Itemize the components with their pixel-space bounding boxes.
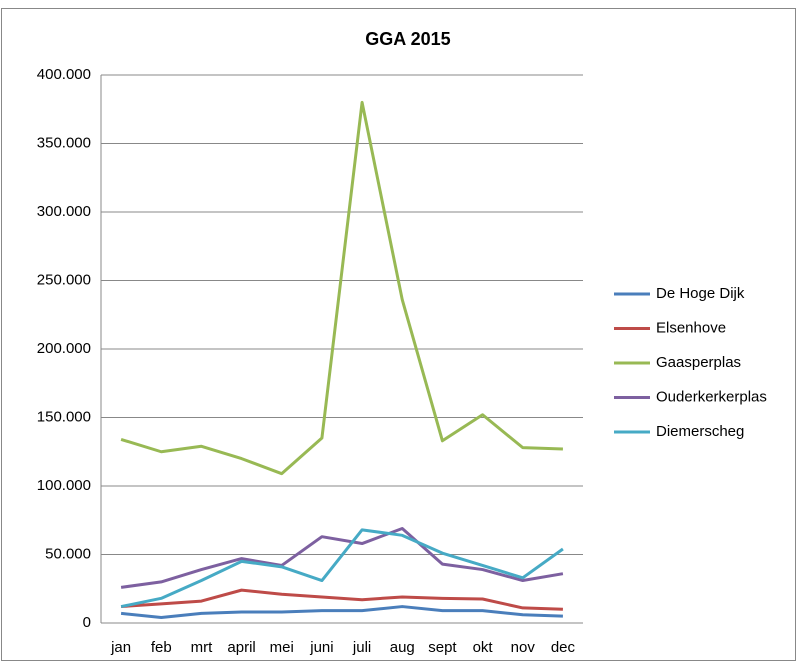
data-line [120,528,564,609]
x-tick-label: jan [110,639,131,656]
x-tick-label: feb [151,639,172,656]
x-tick-label: okt [473,639,494,656]
y-tick-label: 0 [83,614,91,631]
x-tick-label: aug [390,639,415,656]
x-tick-label: dec [551,639,576,656]
legend-label: Ouderkerkerplas [656,388,767,405]
legend-label: De Hoge Dijk [656,285,745,302]
legend-label: Elsenhove [656,319,726,336]
x-tick-label: mei [270,639,294,656]
x-tick-label: mrt [191,639,213,656]
y-tick-label: 200.000 [37,340,91,357]
data-line [120,588,563,611]
y-tick-label: 150.000 [37,408,91,425]
y-tick-label: 100.000 [37,477,91,494]
y-tick-label: 400.000 [37,66,91,83]
y-tick-label: 350.000 [37,134,91,151]
x-tick-label: april [227,639,255,656]
data-line [120,526,564,589]
data-line [120,100,563,476]
legend-label: Gaasperplas [656,354,741,371]
x-tick-label: juli [352,639,371,656]
y-tick-label: 50.000 [45,545,91,562]
chart-frame [1,8,796,661]
x-tick-label: nov [511,639,536,656]
chart-title: GGA 2015 [365,29,450,49]
data-line [120,605,563,620]
x-tick-label: juni [309,639,333,656]
legend-label: Diemerscheg [656,423,744,440]
x-tick-label: sept [428,639,457,656]
y-tick-label: 250.000 [37,271,91,288]
y-tick-label: 300.000 [37,203,91,220]
